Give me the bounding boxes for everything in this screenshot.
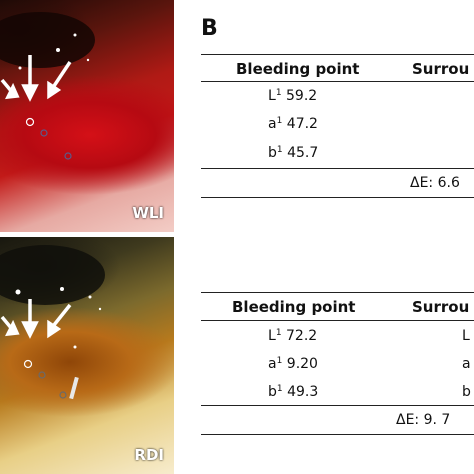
table1-mid-rule [201,168,474,169]
table2-row-a-right: a [462,356,471,372]
table1-top-rule [201,54,474,55]
wli-endoscopy-image: WLI [0,0,174,232]
table2-mid-rule [201,405,474,406]
table1-row-b: b1 45.7 [268,145,319,161]
bleeding-point-marker [23,359,33,369]
table2-row-L-right: L [462,328,470,344]
table2-row-b: b1 49.3 [268,384,319,400]
panel-b-letter: B [201,16,218,41]
surrounding-marker [59,391,67,399]
table1-header-surrounding: Surrou [412,60,470,78]
table1-row-a: a1 47.2 [268,116,318,132]
pointer-arrows [0,55,72,102]
wli-overlay [0,12,95,160]
surrounding-marker [38,371,46,379]
table2-delta-e: ΔE: 9. 7 [396,412,451,428]
bleeding-point-marker [25,117,35,127]
rdi-label: RDI [134,446,164,464]
wli-label: WLI [132,204,164,222]
table1-delta-e: ΔE: 6.6 [410,175,460,191]
surrounding-marker [40,129,48,137]
table1-row-L: L1 59.2 [268,88,318,104]
rdi-overlay [0,245,105,400]
table2-row-b-right: b [462,384,471,400]
table1-bottom-rule [201,197,474,198]
table2-bottom-rule [201,434,474,435]
table2-header-surrounding: Surrou [412,298,470,316]
table2-header-rule [201,320,474,321]
table2-header-bleeding: Bleeding point [232,298,356,316]
table2-top-rule [201,292,474,293]
table1-header-bleeding: Bleeding point [236,60,360,78]
table1-header-rule [201,81,474,82]
surrounding-marker [64,152,72,160]
pointer-arrows [0,299,72,339]
table2-row-a: a1 9.20 [268,356,318,372]
rdi-endoscopy-image: RDI [0,237,174,474]
table2-row-L: L1 72.2 [268,328,318,344]
